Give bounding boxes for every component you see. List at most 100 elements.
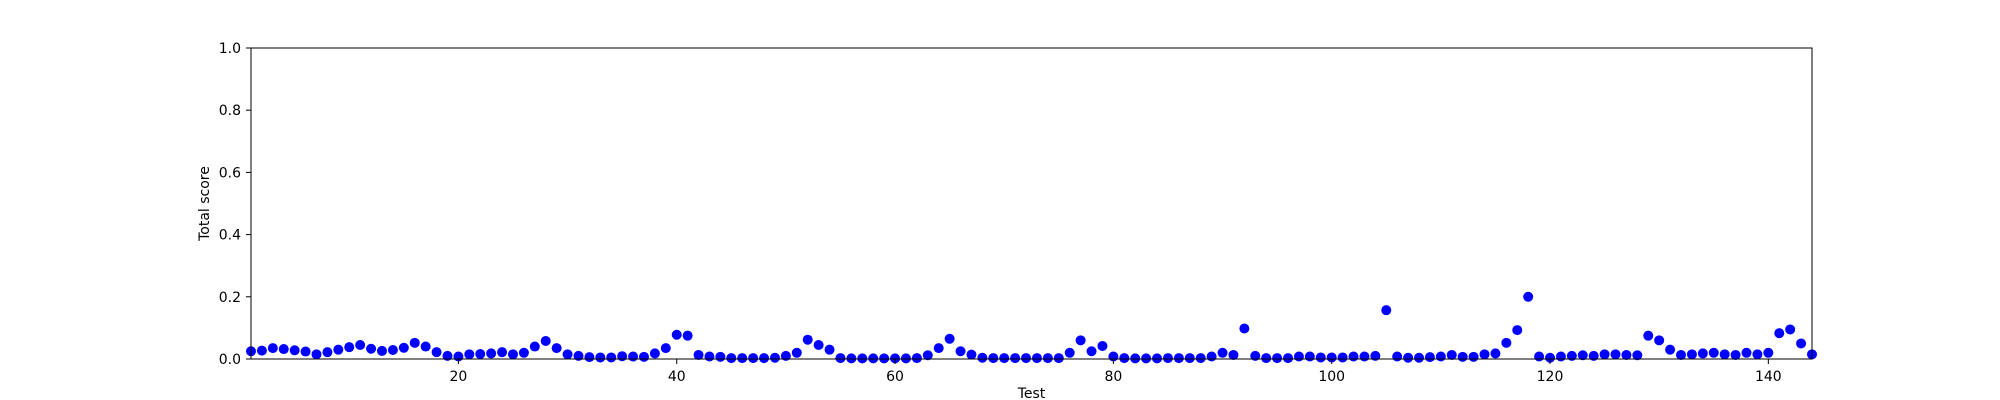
x-tick-label: 140 (1755, 369, 1782, 385)
data-point (540, 335, 551, 346)
data-point (1021, 353, 1032, 364)
data-point (1086, 346, 1097, 357)
x-tick-label: 100 (1318, 369, 1345, 385)
y-tick-label: 0.8 (219, 103, 241, 119)
data-point (1632, 350, 1643, 361)
data-point (420, 341, 431, 352)
data-point (1206, 351, 1217, 362)
data-point (824, 344, 835, 355)
data-point (1457, 351, 1468, 362)
y-tick-label: 0.4 (219, 228, 241, 244)
data-point (1053, 353, 1064, 364)
data-point (682, 330, 693, 341)
data-point (868, 353, 879, 364)
x-axis-label: Test (1017, 386, 1046, 400)
x-tick-label: 80 (1104, 369, 1122, 385)
data-points (246, 291, 1817, 364)
data-point (376, 345, 387, 356)
data-point (344, 342, 355, 353)
data-point (573, 350, 584, 361)
data-point (529, 341, 540, 352)
data-point (1141, 353, 1152, 364)
data-point (1479, 349, 1490, 360)
x-tick-label: 60 (886, 369, 904, 385)
data-point (1162, 353, 1173, 364)
data-point (988, 353, 999, 364)
data-point (977, 352, 988, 363)
data-point (1173, 353, 1184, 364)
data-point (562, 349, 573, 360)
data-point (649, 348, 660, 359)
data-point (1228, 349, 1239, 360)
data-point (1643, 330, 1654, 341)
data-point (442, 350, 453, 361)
data-point (1293, 351, 1304, 362)
data-point (409, 337, 420, 348)
y-tick-label: 0.6 (219, 165, 241, 181)
data-point (1697, 348, 1708, 359)
data-point (846, 353, 857, 364)
data-point (311, 349, 322, 360)
data-point (387, 344, 398, 355)
data-point (300, 346, 311, 357)
data-point (606, 352, 617, 363)
data-point (1446, 349, 1457, 360)
y-tick-label: 1.0 (219, 41, 241, 57)
data-point (1261, 353, 1272, 364)
data-point (475, 349, 486, 360)
data-point (1326, 352, 1337, 363)
data-point (1304, 351, 1315, 362)
data-point (1588, 350, 1599, 361)
data-point (1239, 323, 1250, 334)
data-point (737, 353, 748, 364)
data-point (1097, 340, 1108, 351)
data-point (1272, 353, 1283, 364)
data-point (1435, 351, 1446, 362)
data-point (966, 349, 977, 360)
data-point (879, 353, 890, 364)
data-point (802, 334, 813, 345)
plot-area (246, 47, 1817, 364)
data-point (1523, 291, 1534, 302)
data-point (1708, 347, 1719, 358)
data-point (355, 340, 366, 351)
data-point (835, 353, 846, 364)
data-point (1468, 351, 1479, 362)
y-axis-label: Total score (197, 166, 213, 242)
data-point (1621, 349, 1632, 360)
data-point (1031, 353, 1042, 364)
data-point (1730, 349, 1741, 360)
data-point (1599, 349, 1610, 360)
data-point (1119, 353, 1130, 364)
data-point (1010, 353, 1021, 364)
data-point (1381, 305, 1392, 316)
data-point (1359, 351, 1370, 362)
data-point (944, 333, 955, 344)
data-point (464, 349, 475, 360)
data-point (1414, 352, 1425, 363)
data-point (1752, 349, 1763, 360)
data-point (1545, 352, 1556, 363)
data-point (1152, 353, 1163, 364)
data-point (333, 344, 344, 355)
y-tick-label: 0.2 (219, 290, 241, 306)
data-point (1610, 349, 1621, 360)
data-point (1348, 351, 1359, 362)
data-point (791, 347, 802, 358)
data-point (1075, 335, 1086, 346)
data-point (911, 353, 922, 364)
x-tick-label: 40 (668, 369, 686, 385)
data-point (289, 345, 300, 356)
data-point (322, 347, 333, 358)
data-point (431, 347, 442, 358)
data-point (1686, 349, 1697, 360)
data-point (671, 329, 682, 340)
data-point (1501, 337, 1512, 348)
y-axis-ticks: 0.0 0.2 0.4 0.6 0.8 1.0 (219, 41, 251, 368)
data-point (715, 351, 726, 362)
data-point (780, 350, 791, 361)
data-point (398, 342, 409, 353)
data-point (660, 343, 671, 354)
data-point (267, 343, 278, 354)
